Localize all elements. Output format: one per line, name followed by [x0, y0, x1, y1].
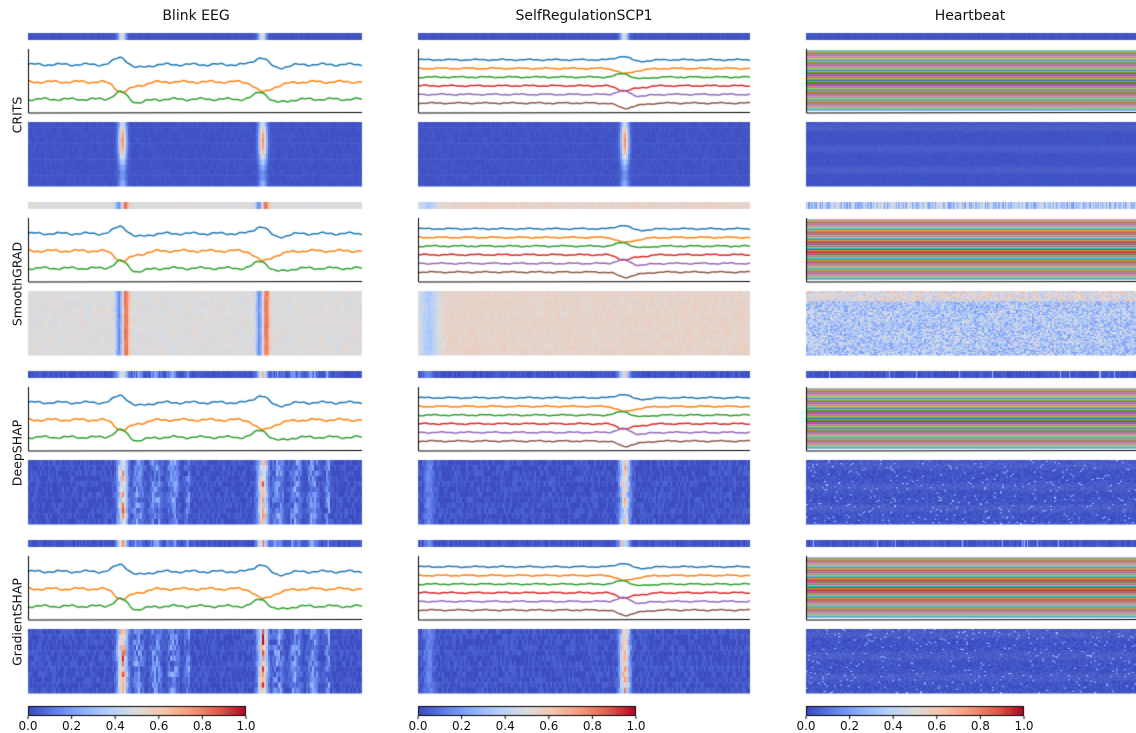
colorbar-tick-label: 1.0 [236, 719, 256, 733]
colorbar-tick-label: 0.2 [840, 719, 860, 733]
colorbar-tick-label: 0.4 [105, 719, 125, 733]
colorbar-tick-label: 0.8 [192, 719, 212, 733]
colorbar-tick-label: 0.8 [582, 719, 602, 733]
colorbar-tick-label: 0.6 [539, 719, 559, 733]
colorbar-tick-label: 0.4 [495, 719, 515, 733]
row-label-deepshap: DeepSHAP [9, 419, 25, 487]
col-title-heartbeat: Heartbeat [934, 8, 1006, 24]
colorbar-tick-label: 0.6 [149, 719, 169, 733]
col-title-selfregulationscp1: SelfRegulationSCP1 [515, 8, 653, 24]
colorbar-tick-label: 0.4 [883, 719, 903, 733]
colorbar-tick-label: 0.2 [62, 719, 82, 733]
colorbar-tick-label: 0.2 [452, 719, 472, 733]
colorbar-tick-label: 0.8 [970, 719, 990, 733]
colorbar-tick-label: 0.0 [796, 719, 816, 733]
row-label-crits: CRITS [9, 96, 25, 134]
colorbar-tick-label: 0.0 [408, 719, 428, 733]
colorbar-tick-label: 1.0 [1014, 719, 1034, 733]
colorbar-tick-label: 1.0 [626, 719, 646, 733]
col-title-blink-eeg: Blink EEG [162, 8, 230, 24]
colorbar-tick-label: 0.0 [18, 719, 38, 733]
colorbar-tick-label: 0.6 [927, 719, 947, 733]
row-label-gradientshap: GradientSHAP [9, 578, 25, 666]
row-label-smoothgrad: SmoothGRAD [9, 241, 25, 327]
